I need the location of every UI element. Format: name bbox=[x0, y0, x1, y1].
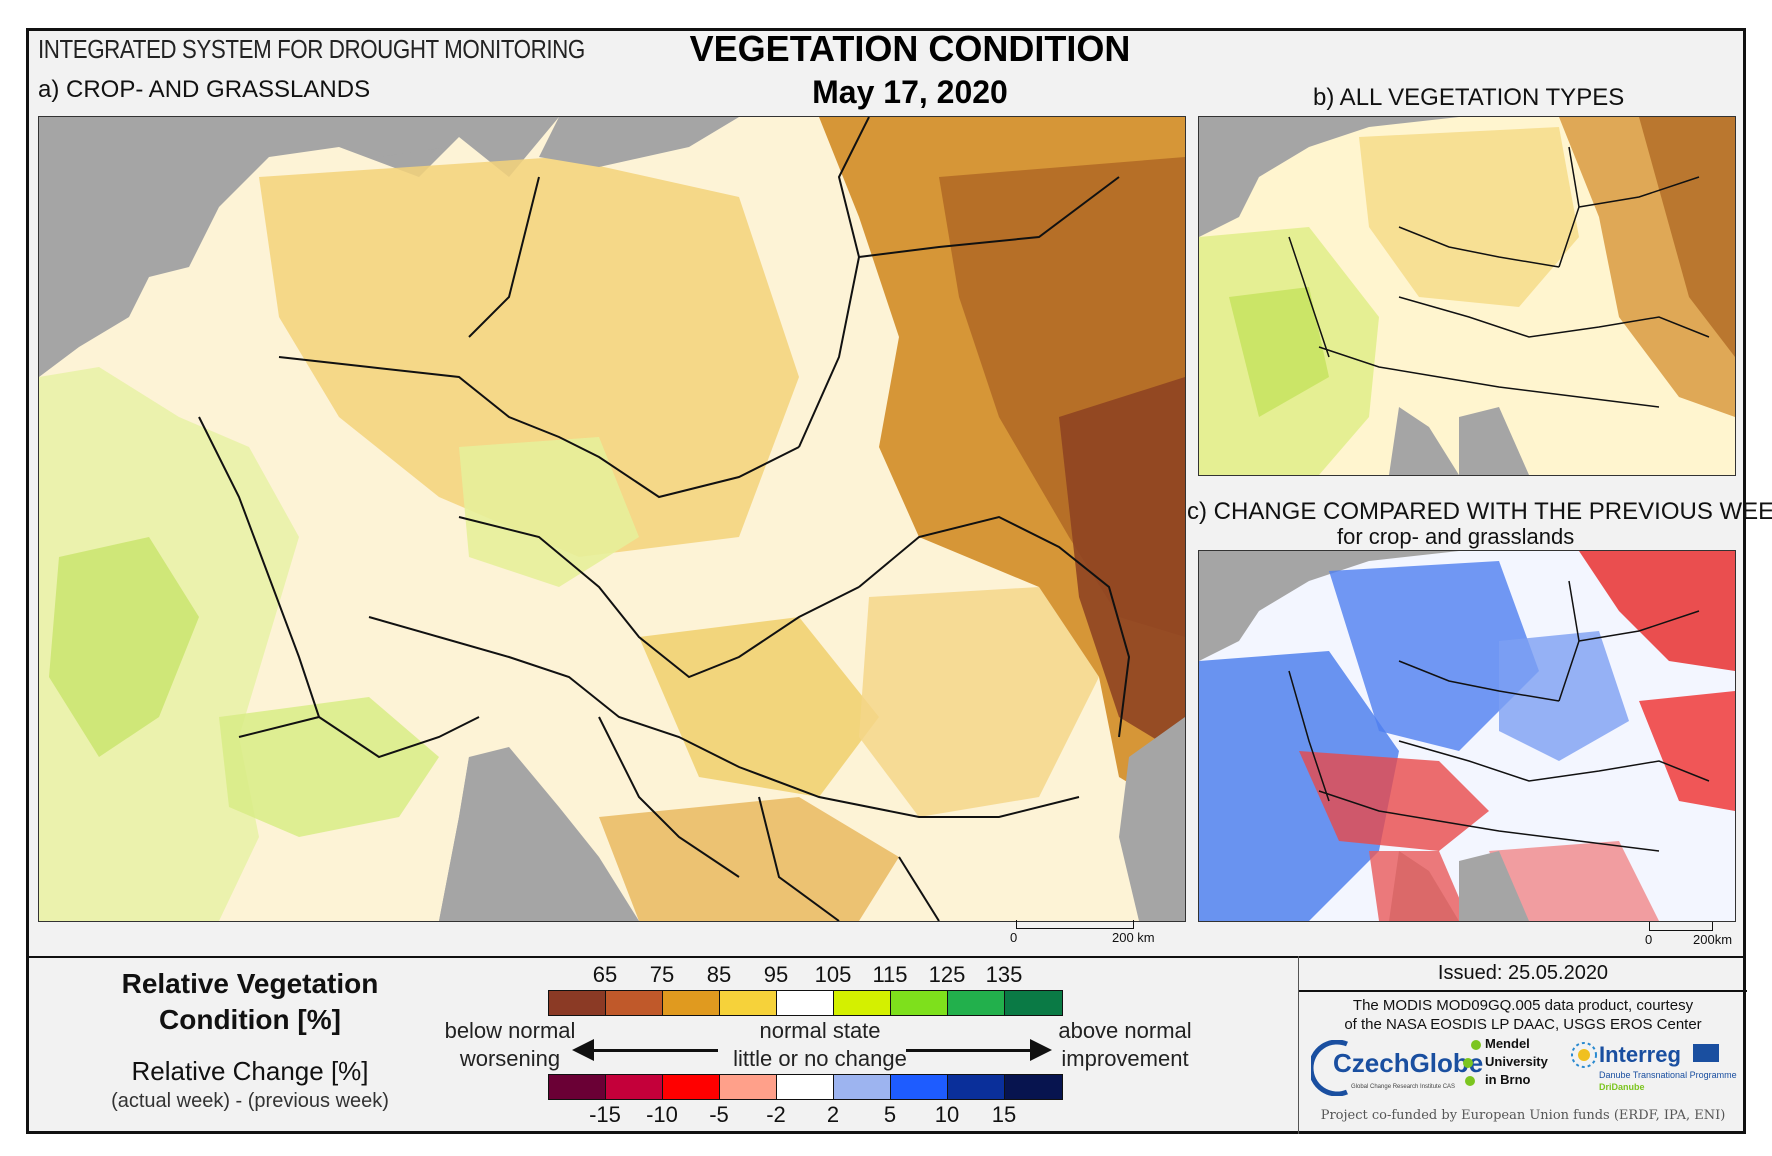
rc-tick-label: -2 bbox=[766, 1102, 786, 1127]
rc-title: Relative Change [%] bbox=[131, 1056, 369, 1086]
rc-swatch bbox=[720, 1075, 777, 1099]
normal-state-label: normal state bbox=[759, 1018, 881, 1043]
rvc-swatch bbox=[948, 991, 1005, 1015]
rvc-swatch bbox=[891, 991, 948, 1015]
scale-bar-small: 0 200km bbox=[1645, 922, 1745, 952]
scale-bar-line bbox=[1016, 920, 1134, 929]
scale-bar-small-line bbox=[1649, 922, 1713, 931]
rc-swatch bbox=[948, 1075, 1005, 1099]
left-arrow-icon bbox=[572, 1039, 594, 1061]
rvc-tick-label: 115 bbox=[872, 962, 908, 987]
rc-swatch bbox=[777, 1075, 834, 1099]
rvc-swatch bbox=[834, 991, 891, 1015]
right-arrow-line bbox=[906, 1049, 1038, 1052]
info-panel: Issued: 25.05.2020 The MODIS MOD09GQ.005… bbox=[1298, 956, 1747, 1134]
interreg-sun-icon bbox=[1571, 1042, 1597, 1068]
system-title: INTEGRATED SYSTEM FOR DROUGHT MONITORING bbox=[38, 34, 585, 64]
mendel-text-3: in Brno bbox=[1485, 1072, 1531, 1087]
panel-c-sublabel: for crop- and grasslands bbox=[1337, 524, 1575, 549]
czechglobe-subtext: Global Change Research Institute CAS bbox=[1351, 1084, 1456, 1090]
rc-tick-label: 2 bbox=[826, 1102, 840, 1127]
data-courtesy: The MODIS MOD09GQ.005 data product, cour… bbox=[1299, 996, 1747, 1034]
rc-tick-label: -10 bbox=[646, 1102, 678, 1127]
no-change-label: little or no change bbox=[733, 1046, 907, 1071]
panel-c-label: c) CHANGE COMPARED WITH THE PREVIOUS WEE… bbox=[1187, 498, 1772, 525]
czechglobe-logo: CzechGlobe Global Change Research Instit… bbox=[1311, 1040, 1483, 1100]
rvc-swatch bbox=[777, 991, 834, 1015]
map-all-vegetation bbox=[1198, 116, 1736, 476]
scale-small-km: 200km bbox=[1693, 932, 1733, 947]
rc-note: (actual week) - (previous week) bbox=[111, 1090, 389, 1112]
rvc-color-scale bbox=[548, 990, 1063, 1016]
rvc-tick-label: 85 bbox=[706, 962, 732, 987]
rvc-tick-label: 105 bbox=[814, 962, 852, 987]
funding-note: Project co-funded by European Union fund… bbox=[1320, 1108, 1726, 1123]
rvc-swatch bbox=[663, 991, 720, 1015]
rc-tick-label: 10 bbox=[934, 1102, 960, 1127]
rc-color-scale bbox=[548, 1074, 1063, 1100]
panel-a-label: a) CROP- AND GRASSLANDS bbox=[38, 76, 371, 103]
right-arrow-icon bbox=[1030, 1039, 1052, 1061]
courtesy-line1: The MODIS MOD09GQ.005 data product, cour… bbox=[1352, 997, 1694, 1014]
rc-tick-label: -15 bbox=[589, 1102, 621, 1127]
eu-flag-icon bbox=[1693, 1044, 1719, 1062]
interreg-logo: Interreg Danube Transnational Programme … bbox=[1569, 1036, 1745, 1100]
scale-small-zero: 0 bbox=[1645, 932, 1653, 947]
mendel-logo: Mendel University in Brno bbox=[1463, 1036, 1561, 1100]
rvc-title-line2: Condition [%] bbox=[159, 1004, 341, 1035]
czechglobe-text: CzechGlobe bbox=[1333, 1048, 1484, 1078]
map-b-svg bbox=[1199, 117, 1735, 475]
legend-panel bbox=[26, 956, 1746, 1136]
scale-km-label: 200 km bbox=[1112, 930, 1155, 945]
rc-tick-label: 5 bbox=[883, 1102, 897, 1127]
rvc-swatch bbox=[606, 991, 663, 1015]
rvc-tick-label: 65 bbox=[592, 962, 618, 987]
rvc-title-line1: Relative Vegetation bbox=[121, 968, 379, 999]
worsening-label: worsening bbox=[459, 1046, 561, 1071]
rc-swatch bbox=[549, 1075, 606, 1099]
rvc-tick-label: 125 bbox=[928, 962, 966, 987]
rvc-tick-label: 75 bbox=[649, 962, 675, 987]
mendel-dot-icon-3 bbox=[1465, 1076, 1475, 1086]
rc-swatch bbox=[834, 1075, 891, 1099]
rc-tick-label: 15 bbox=[991, 1102, 1017, 1127]
rvc-swatch bbox=[1005, 991, 1062, 1015]
rvc-swatch bbox=[549, 991, 606, 1015]
left-arrow-line bbox=[586, 1049, 718, 1052]
above-normal-label: above normal bbox=[1058, 1018, 1192, 1043]
courtesy-line2: of the NASA EOSDIS LP DAAC, USGS EROS Ce… bbox=[1344, 1016, 1702, 1033]
map-crop-grasslands bbox=[38, 116, 1186, 922]
interreg-text: Interreg bbox=[1599, 1042, 1681, 1067]
map-weekly-change bbox=[1198, 550, 1736, 922]
scale-zero-label: 0 bbox=[1010, 930, 1018, 945]
panel-b-label: b) ALL VEGETATION TYPES bbox=[1313, 84, 1625, 111]
rc-swatch bbox=[663, 1075, 720, 1099]
mendel-dot-icon bbox=[1471, 1040, 1481, 1050]
rvc-tick-label: 135 bbox=[985, 962, 1023, 987]
mendel-dot-icon-2 bbox=[1463, 1058, 1473, 1068]
rvc-swatch bbox=[720, 991, 777, 1015]
map-a-svg bbox=[39, 117, 1185, 921]
issued-date: Issued: 25.05.2020 bbox=[1299, 956, 1747, 992]
page-title: VEGETATION CONDITION bbox=[689, 28, 1131, 69]
interreg-subtext-2: DriDanube bbox=[1599, 1082, 1645, 1092]
below-normal-label: below normal bbox=[444, 1018, 576, 1043]
scale-bar-main: 0 200 km bbox=[1010, 920, 1160, 950]
mendel-text-1: Mendel bbox=[1485, 1036, 1530, 1051]
rc-swatch bbox=[891, 1075, 948, 1099]
rc-swatch bbox=[1005, 1075, 1062, 1099]
map-c-svg bbox=[1199, 551, 1735, 921]
rc-swatch bbox=[606, 1075, 663, 1099]
czechglobe-arc-icon bbox=[1311, 1040, 1348, 1096]
page-date: May 17, 2020 bbox=[812, 74, 1008, 110]
improvement-label: improvement bbox=[1061, 1046, 1189, 1071]
rvc-tick-label: 95 bbox=[763, 962, 789, 987]
rc-tick-label: -5 bbox=[709, 1102, 729, 1127]
mendel-text-2: University bbox=[1485, 1054, 1548, 1069]
interreg-subtext: Danube Transnational Programme bbox=[1599, 1070, 1737, 1080]
